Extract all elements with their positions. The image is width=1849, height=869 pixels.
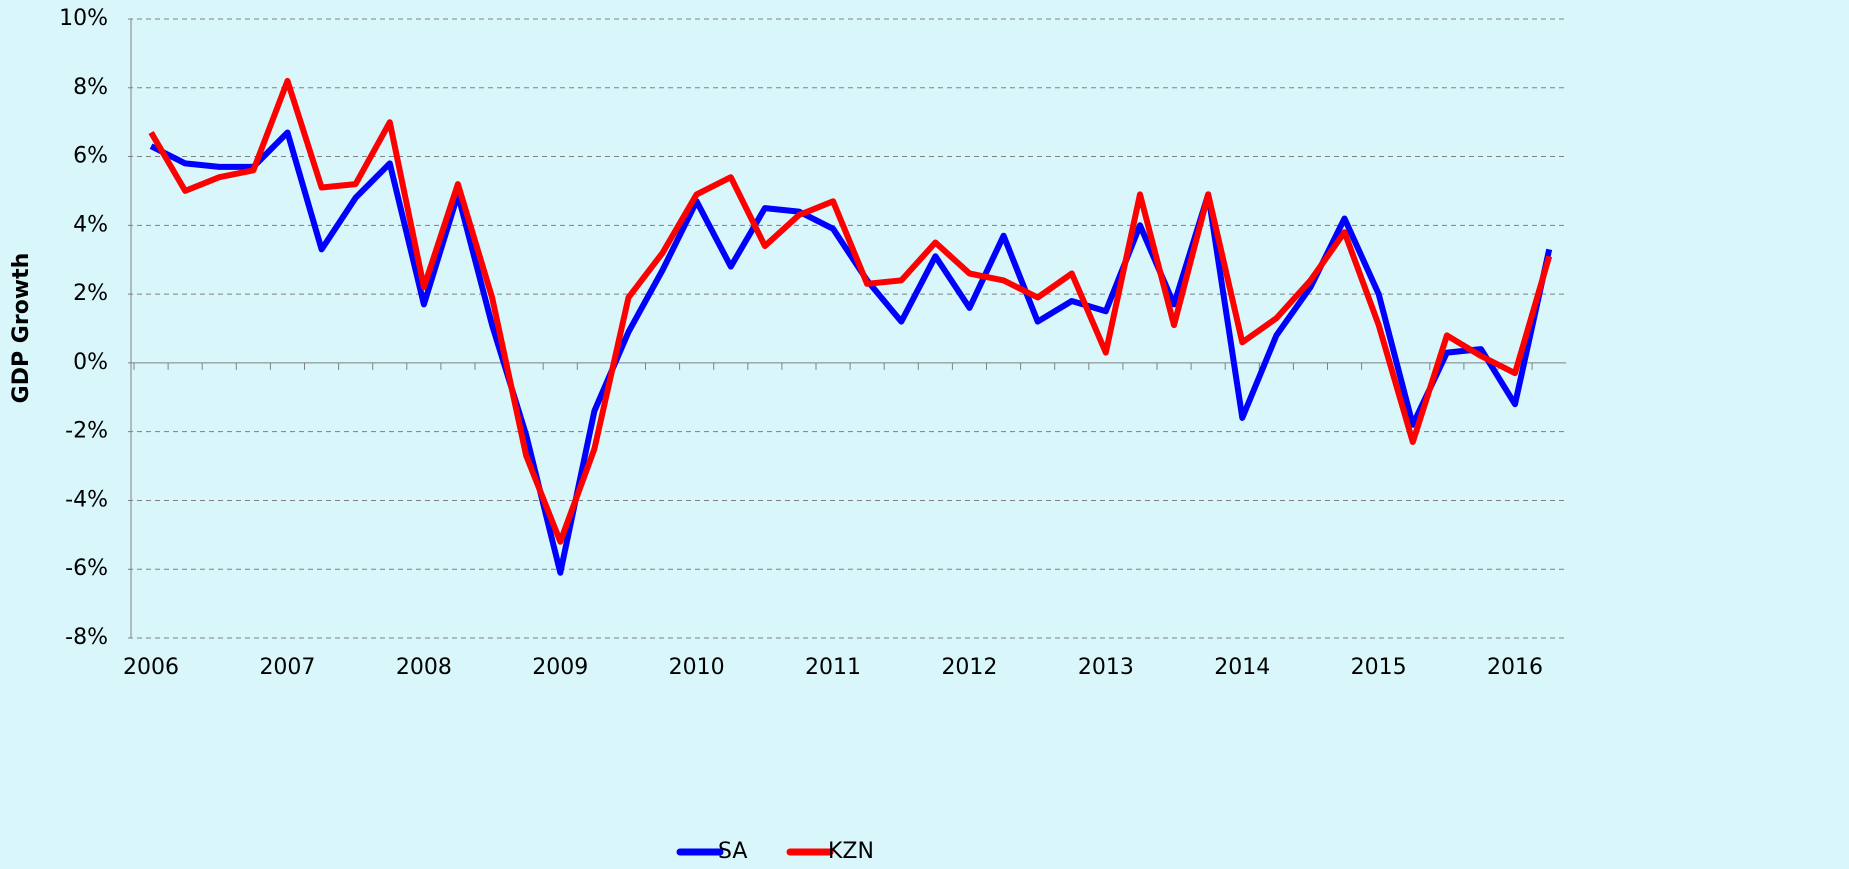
legend-label: KZN [828, 839, 874, 864]
x-tick-label: 2013 [1078, 655, 1134, 680]
y-tick-label: 6% [73, 144, 108, 169]
y-tick-label: -2% [65, 419, 108, 444]
y-tick-label: -6% [65, 556, 108, 581]
x-tick-label: 2006 [123, 655, 179, 680]
y-tick-label: 8% [73, 75, 108, 100]
x-tick-label: 2010 [669, 655, 725, 680]
y-tick-label: 2% [73, 281, 108, 306]
series-line [148, 77, 1553, 545]
y-tick-label: 10% [59, 6, 108, 31]
y-tick-label: 0% [73, 350, 108, 375]
x-tick-label: 2008 [396, 655, 452, 680]
x-tick-label: 2015 [1351, 655, 1407, 680]
y-tick-label: 4% [73, 212, 108, 237]
x-tick-label: 2007 [259, 655, 315, 680]
y-axis-label: GDP Growth [9, 253, 34, 404]
x-tick-label: 2014 [1214, 655, 1270, 680]
x-tick-label: 2012 [941, 655, 997, 680]
y-tick-label: -8% [65, 625, 108, 650]
x-tick-label: 2011 [805, 655, 861, 680]
x-tick-label: 2009 [532, 655, 588, 680]
y-tick-label: -4% [65, 487, 108, 512]
legend-label: SA [718, 839, 747, 864]
x-tick-label: 2016 [1487, 655, 1543, 680]
